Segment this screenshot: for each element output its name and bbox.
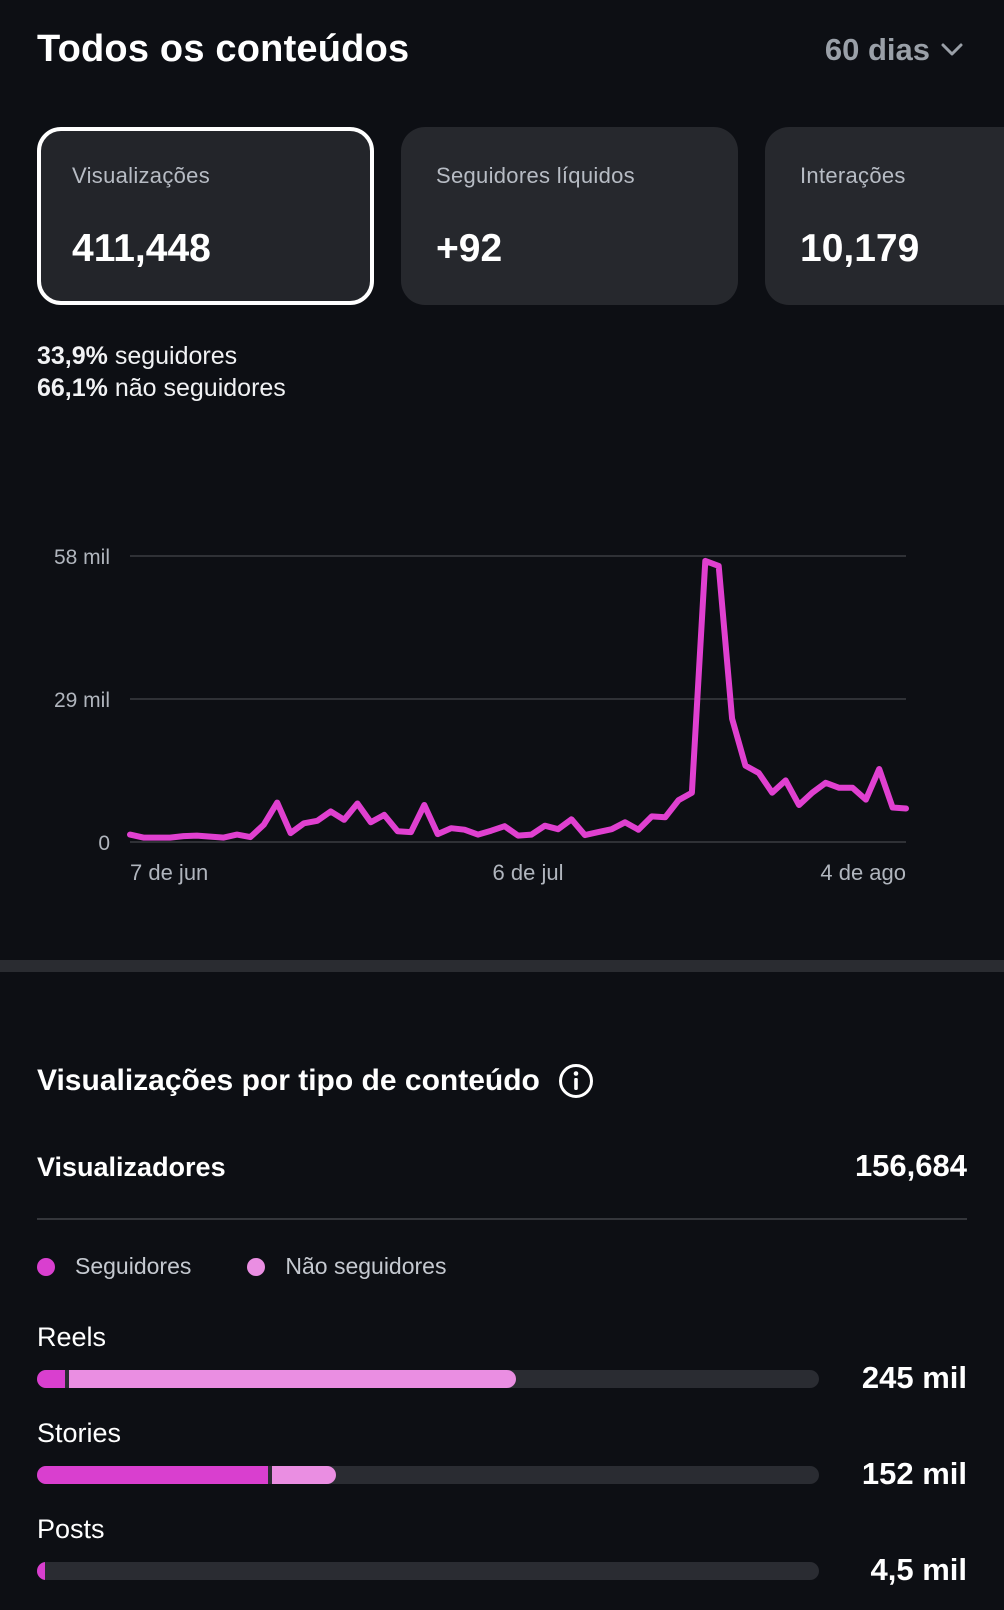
bar-value: 4,5 mil bbox=[870, 1552, 968, 1587]
bar-label: Reels bbox=[37, 1322, 107, 1352]
bar-row-reels[interactable]: Reels 245 mil bbox=[37, 1322, 967, 1418]
bar-segment-non-followers bbox=[69, 1370, 517, 1388]
bar-value: 245 mil bbox=[861, 1360, 967, 1395]
page-title: Todos os conteúdos bbox=[37, 28, 410, 70]
card-interactions[interactable]: Interações 10,179 bbox=[765, 127, 1004, 305]
legend-non-followers: Não seguidores bbox=[247, 1253, 446, 1280]
card-views[interactable]: Visualizações 411,448 bbox=[37, 127, 374, 305]
period-select[interactable]: 60 dias bbox=[825, 32, 964, 68]
bar-label: Stories bbox=[37, 1418, 122, 1448]
bar-segment-followers bbox=[37, 1466, 268, 1484]
card-label: Visualizações bbox=[72, 163, 211, 188]
views-chart[interactable]: 58 mil 29 mil 0 7 de jun 6 de jul 4 de ago bbox=[0, 530, 1004, 900]
bar-segment-non-followers bbox=[271, 1466, 336, 1484]
header: Todos os conteúdos 60 dias bbox=[37, 26, 964, 80]
card-value: 10,179 bbox=[800, 227, 920, 270]
card-value: 411,448 bbox=[72, 227, 211, 270]
views-line-chart: 58 mil 29 mil 0 7 de jun 6 de jul 4 de ago bbox=[54, 546, 909, 885]
y-tick-label: 29 mil bbox=[54, 689, 110, 712]
card-net-followers[interactable]: Seguidores líquidos +92 bbox=[401, 127, 738, 305]
non-followers-label: não seguidores bbox=[114, 374, 286, 402]
viewers-value: 156,684 bbox=[854, 1148, 967, 1183]
x-tick-label: 6 de jul bbox=[493, 860, 564, 885]
card-value: +92 bbox=[436, 227, 503, 270]
bar-row-stories[interactable]: Stories 152 mil bbox=[37, 1418, 967, 1514]
legend-label: Não seguidores bbox=[285, 1253, 447, 1279]
bar-track bbox=[37, 1370, 819, 1388]
breakdown-title: Visualizações por tipo de conteúdo bbox=[37, 1064, 540, 1097]
views-series-line bbox=[127, 557, 909, 841]
bar-label: Posts bbox=[37, 1514, 105, 1544]
bar-value: 152 mil bbox=[861, 1456, 967, 1491]
y-tick-label: 58 mil bbox=[54, 546, 110, 569]
card-label: Interações bbox=[800, 163, 906, 188]
bar-segment-followers bbox=[37, 1370, 66, 1388]
non-followers-pct: 66,1% bbox=[37, 374, 108, 402]
non-followers-split-line: 66,1% não seguidores bbox=[37, 372, 286, 404]
info-icon[interactable] bbox=[558, 1063, 594, 1099]
legend-dot-followers bbox=[37, 1257, 55, 1276]
followers-split-line: 33,9% seguidores bbox=[37, 340, 286, 372]
chevron-down-icon bbox=[941, 43, 963, 56]
period-label: 60 dias bbox=[824, 32, 930, 67]
followers-pct: 33,9% bbox=[37, 342, 108, 370]
x-tick-label: 7 de jun bbox=[130, 860, 208, 885]
x-tick-label: 4 de ago bbox=[820, 860, 906, 885]
bar-track bbox=[37, 1562, 819, 1580]
legend-followers: Seguidores bbox=[37, 1253, 191, 1280]
legend-dot-non-followers bbox=[247, 1257, 266, 1276]
card-label: Seguidores líquidos bbox=[436, 163, 635, 188]
followers-label: seguidores bbox=[114, 342, 238, 370]
audience-split: 33,9% seguidores 66,1% não seguidores bbox=[37, 340, 286, 404]
section-title: Visualizações por tipo de conteúdo bbox=[37, 1063, 594, 1099]
legend-label: Seguidores bbox=[75, 1253, 192, 1279]
y-tick-label: 0 bbox=[98, 832, 110, 855]
metric-cards: Visualizações 411,448 Seguidores líquido… bbox=[37, 127, 1004, 305]
legend: Seguidores Não seguidores bbox=[37, 1253, 502, 1280]
viewers-label: Visualizadores bbox=[37, 1152, 226, 1182]
bar-segment-followers bbox=[37, 1562, 45, 1580]
bar-row-posts[interactable]: Posts 4,5 mil bbox=[37, 1514, 967, 1610]
bar-track bbox=[37, 1466, 819, 1484]
section-divider bbox=[0, 960, 1004, 972]
viewers-row: Visualizadores 156,684 bbox=[37, 1148, 967, 1220]
